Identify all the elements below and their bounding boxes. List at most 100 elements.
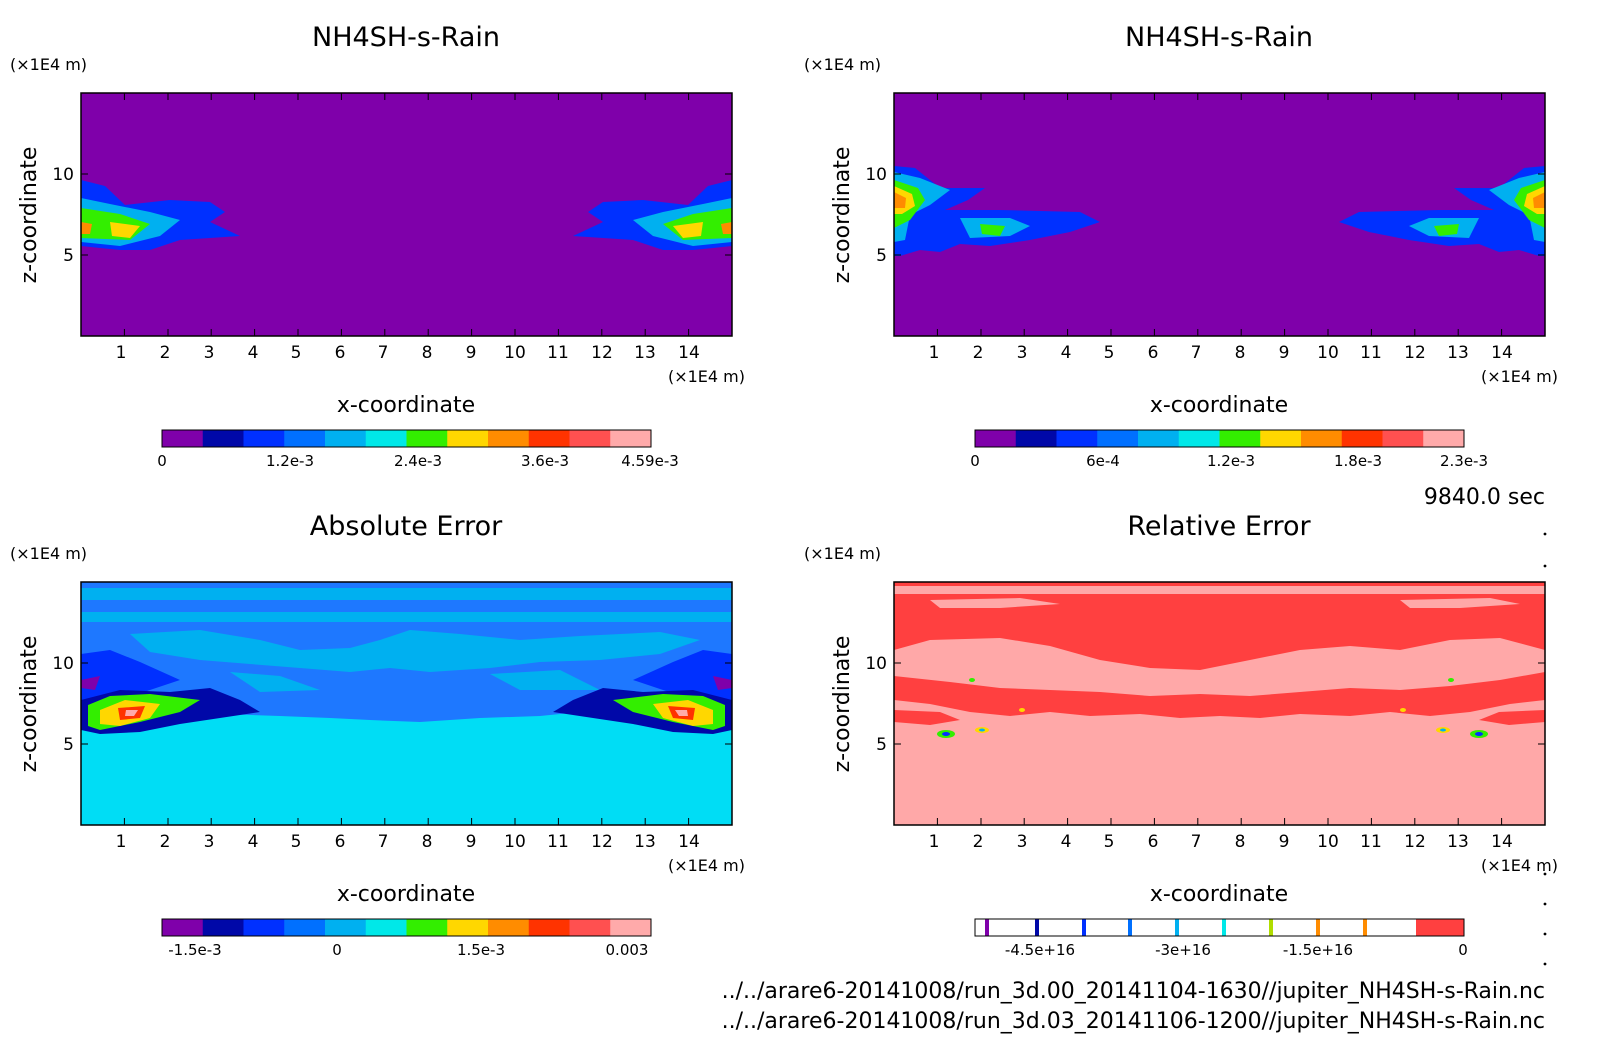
y-axis-label: z-coordinate	[830, 636, 855, 773]
panel-title: Absolute Error	[310, 511, 503, 542]
y-tick-label: 5	[876, 735, 887, 755]
colorbar-label: 2.4e-3	[394, 452, 442, 470]
x-tick-label: 1	[929, 832, 940, 852]
footer-path-1: ../../arare6-20141008/run_3d.00_20141104…	[722, 979, 1545, 1004]
rain-feature-left	[81, 180, 240, 250]
colorbar-swatch	[1301, 430, 1343, 447]
colorbar-label: 0	[970, 452, 980, 470]
colorbar-swatch	[406, 430, 448, 447]
x-axis-label: x-coordinate	[337, 882, 475, 907]
colorbar-swatch	[325, 430, 367, 447]
colorbar: 0 1.2e-3 2.4e-3 3.6e-3 4.59e-3	[157, 429, 679, 470]
x-tick-label: 4	[248, 343, 259, 363]
x-tick-label: 2	[973, 832, 984, 852]
colorbar-swatch	[488, 430, 530, 447]
colorbar-swatch	[243, 430, 285, 447]
colorbar-swatch	[1423, 430, 1465, 447]
x-tick-label: 9	[466, 343, 477, 363]
colorbar-swatch	[569, 430, 611, 447]
x-ticks	[81, 93, 732, 336]
panel-title: NH4SH-s-Rain	[312, 22, 500, 53]
x-tick-label: 6	[335, 832, 346, 852]
colorbar-frame	[974, 429, 1465, 448]
colorbar-label: 1.2e-3	[1207, 452, 1255, 470]
y-axis-label: z-coordinate	[830, 147, 855, 284]
colorbar-swatch	[1316, 919, 1320, 936]
colorbar-swatch	[1382, 430, 1424, 447]
x-ticks	[81, 662, 732, 825]
x-tick-label: 8	[422, 832, 433, 852]
x-tick-label: 3	[204, 832, 215, 852]
y-tick-label: 10	[865, 654, 887, 674]
y-axis-label: z-coordinate	[17, 636, 42, 773]
x-tick-label: 13	[1447, 832, 1469, 852]
x-tick-label: 5	[1104, 832, 1115, 852]
x-tick-label: 7	[1191, 343, 1202, 363]
colorbar-swatch	[1175, 919, 1179, 936]
colorbar-swatch	[243, 919, 285, 936]
panel-top-left: NH4SH-s-Rain (×1E4 m) z-coordinate	[10, 22, 745, 470]
y-tick-label: 10	[52, 165, 74, 185]
y-tick-label: 10	[52, 654, 74, 674]
x-ticks	[894, 93, 1545, 336]
x-tick-label: 3	[1017, 832, 1028, 852]
colorbar-label: 4.59e-3	[621, 452, 679, 470]
colorbar-swatch	[1178, 430, 1220, 447]
colorbar: 0 6e-4 1.2e-3 1.8e-3 2.3e-3	[970, 429, 1488, 470]
margin-dots	[1543, 532, 1547, 966]
x-tick-label: 5	[291, 343, 302, 363]
colorbar-swatch	[1138, 430, 1180, 447]
panel-bottom-left: Absolute Error (×1E4 m) z-coordinate	[10, 511, 745, 959]
x-tick-label: 9	[466, 832, 477, 852]
x-tick-label: 1	[116, 343, 127, 363]
colorbar-swatch	[985, 919, 989, 936]
panel-title: Relative Error	[1127, 511, 1311, 542]
y-unit-label: (×1E4 m)	[10, 544, 87, 563]
x-ticks	[894, 662, 1545, 825]
x-axis-label: x-coordinate	[1150, 393, 1288, 418]
x-tick-label: 12	[591, 343, 613, 363]
x-tick-label: 12	[1404, 832, 1426, 852]
colorbar-label: 0	[1458, 941, 1468, 959]
x-tick-label: 12	[1404, 343, 1426, 363]
x-tick-label: 13	[1447, 343, 1469, 363]
plot-frame	[80, 92, 733, 337]
x-tick-label: 8	[422, 343, 433, 363]
x-tick-label: 14	[678, 832, 700, 852]
colorbar-swatch	[569, 919, 611, 936]
colorbar-swatch	[528, 430, 570, 447]
x-tick-label: 8	[1235, 832, 1246, 852]
colorbar-swatch	[1416, 919, 1464, 936]
panel-bottom-right: Relative Error (×1E4 m) z-coordinate	[804, 511, 1558, 959]
colorbar-swatch	[1097, 430, 1139, 447]
x-tick-label: 9	[1279, 832, 1290, 852]
x-tick-label: 4	[1061, 343, 1072, 363]
y-unit-label: (×1E4 m)	[804, 544, 881, 563]
x-tick-label: 14	[1491, 343, 1513, 363]
x-tick-label: 10	[504, 343, 526, 363]
colorbar-swatches	[162, 919, 652, 936]
x-tick-label: 10	[504, 832, 526, 852]
x-tick-label: 4	[1061, 832, 1072, 852]
colorbar-swatches	[975, 430, 1465, 447]
x-tick-label: 11	[1360, 832, 1382, 852]
colorbar-label: 0	[332, 941, 342, 959]
colorbar-swatch	[528, 919, 570, 936]
colorbar-swatch	[1056, 430, 1098, 447]
plot-frame	[893, 581, 1546, 826]
colorbar-background	[975, 919, 1464, 936]
colorbar-frame	[161, 918, 652, 937]
x-tick-label: 5	[1104, 343, 1115, 363]
colorbar-swatch	[1015, 430, 1057, 447]
colorbar-swatch	[1269, 919, 1273, 936]
plot-frame	[893, 92, 1546, 337]
colorbar-label: 0.003	[606, 941, 649, 959]
colorbar-label: -1.5e-3	[168, 941, 221, 959]
colorbar-swatch	[1260, 430, 1302, 447]
y-unit-label: (×1E4 m)	[10, 55, 87, 74]
x-tick-label: 14	[1491, 832, 1513, 852]
colorbar-swatch	[365, 919, 407, 936]
x-tick-label: 14	[678, 343, 700, 363]
colorbar-label: 1.8e-3	[1334, 452, 1382, 470]
x-tick-label: 7	[378, 832, 389, 852]
